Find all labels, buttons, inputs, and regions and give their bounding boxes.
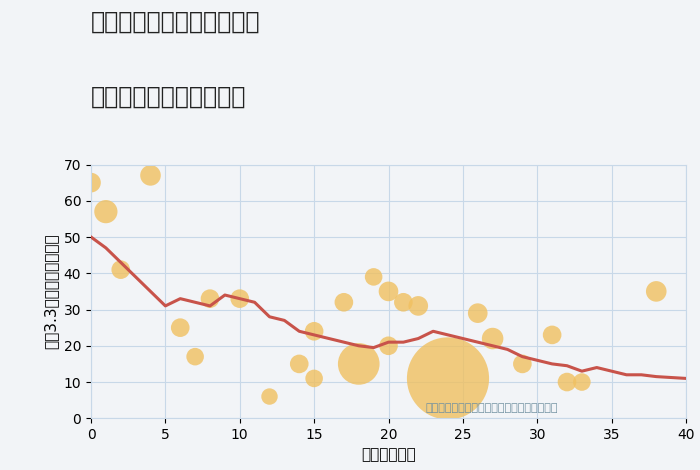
Text: 兵庫県丹波市春日町稲塚の: 兵庫県丹波市春日町稲塚の (91, 9, 260, 33)
Point (368, 273, 379, 281)
Text: 円の大きさは、取引のあった物件面積を示す: 円の大きさは、取引のあった物件面積を示す (426, 403, 558, 413)
Point (398, 298, 409, 306)
Point (383, 342, 394, 350)
Point (85, 179, 97, 187)
Point (517, 360, 528, 368)
Text: 築年数別中古戸建て価格: 築年数別中古戸建て価格 (91, 85, 246, 109)
Point (487, 335, 498, 342)
Point (547, 331, 558, 339)
Point (353, 360, 364, 368)
Point (100, 208, 111, 215)
Point (190, 353, 201, 360)
Point (175, 324, 186, 331)
Point (115, 266, 126, 274)
Point (234, 295, 246, 302)
Y-axis label: 坪（3.3㎡）単価（万円）: 坪（3.3㎡）単価（万円） (43, 234, 58, 349)
Point (264, 393, 275, 400)
Point (576, 378, 587, 386)
Point (204, 295, 216, 302)
Point (561, 378, 573, 386)
Point (309, 328, 320, 335)
Point (472, 309, 483, 317)
Point (309, 375, 320, 382)
Point (294, 360, 305, 368)
Point (145, 172, 156, 179)
Point (338, 298, 349, 306)
Point (413, 302, 424, 310)
Point (651, 288, 662, 295)
Point (383, 288, 394, 295)
Point (442, 375, 454, 382)
X-axis label: 築年数（年）: 築年数（年） (361, 447, 416, 462)
